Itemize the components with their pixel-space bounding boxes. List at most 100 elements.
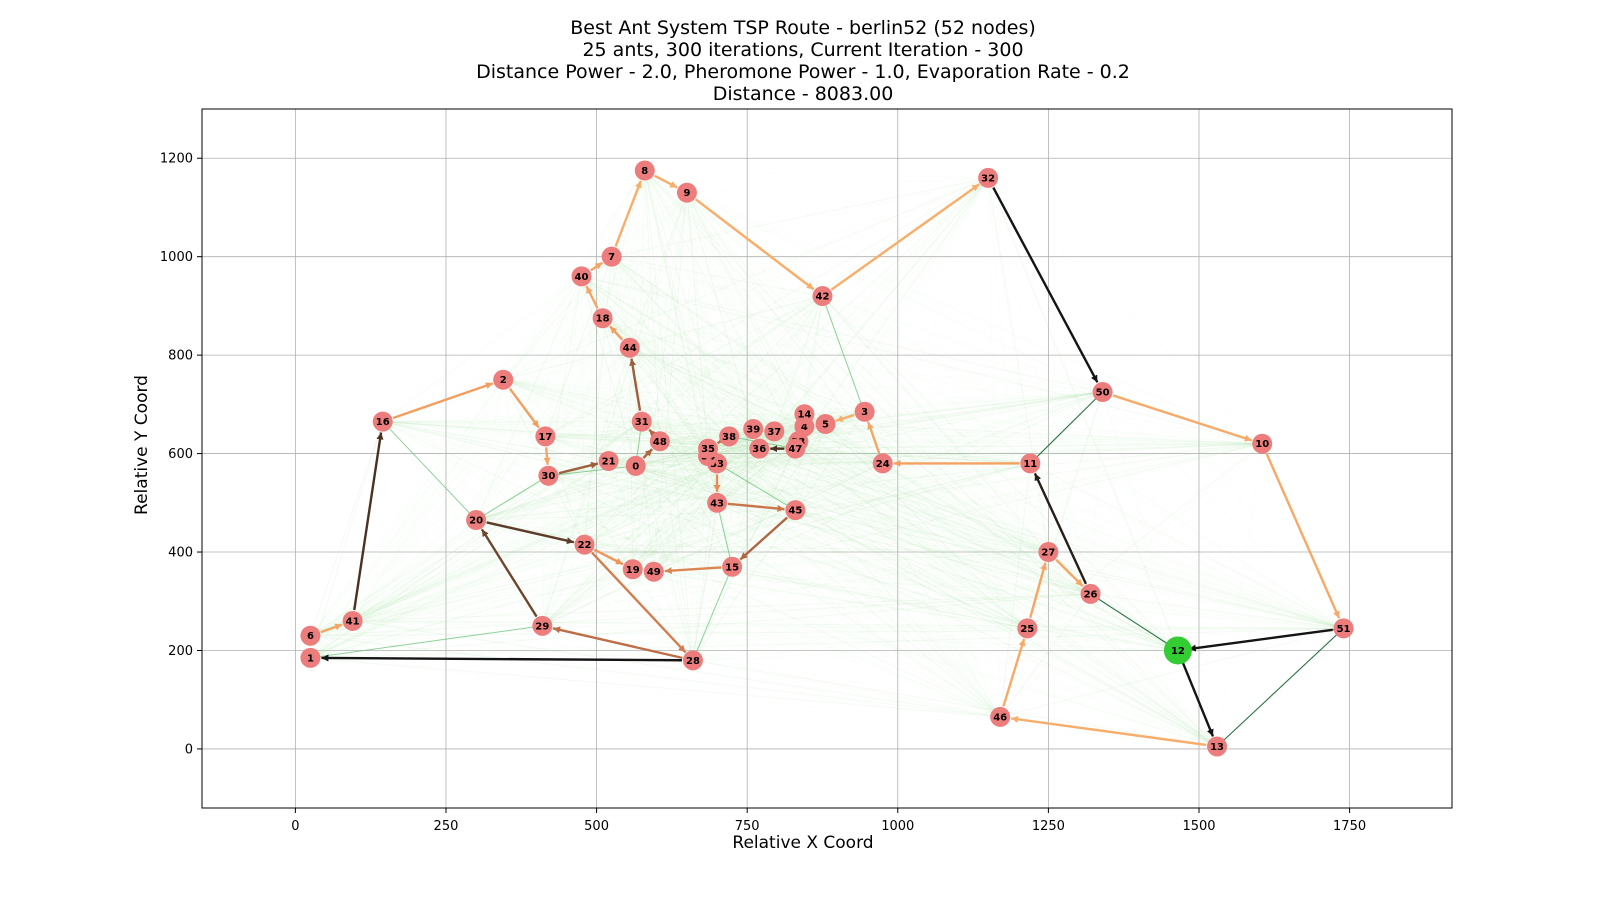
- pheromone-edge: [476, 519, 1091, 595]
- pheromone-edge: [547, 256, 613, 476]
- pheromone-edge: [548, 177, 989, 477]
- pheromone-edge: [581, 276, 634, 570]
- pheromone-edge: [635, 465, 1179, 651]
- pheromone-edge: [794, 423, 826, 511]
- pheromone-edge: [581, 275, 826, 425]
- pheromone-edge: [1026, 391, 1104, 629]
- pheromone-edge: [581, 276, 730, 437]
- pheromone-edge: [1047, 391, 1104, 553]
- route-edge-16-2: [392, 382, 494, 420]
- route-edge-8-9: [653, 174, 678, 189]
- pheromone-edge: [611, 256, 865, 413]
- pheromone-edge: [804, 413, 1031, 464]
- pheromone-edge: [1102, 391, 1218, 747]
- pheromone-edge: [692, 627, 1344, 661]
- pheromone-edge: [611, 256, 754, 430]
- pheromone-edge: [1090, 392, 1104, 594]
- y-tick-label-0: 0: [185, 742, 193, 757]
- pheromone-edge: [707, 448, 1344, 629]
- pheromone-edge: [352, 423, 826, 622]
- pheromone-edge: [548, 475, 718, 504]
- pheromone-edge: [608, 460, 1001, 718]
- pheromone-edge: [882, 463, 1028, 629]
- node-marker: [634, 160, 655, 181]
- pheromone-edge: [732, 566, 1178, 651]
- node-label: 36: [752, 444, 766, 455]
- pheromone-edge: [542, 455, 709, 627]
- pheromone-edge: [798, 440, 883, 464]
- pheromone-edge: [632, 465, 637, 570]
- pheromone-edge: [644, 170, 866, 413]
- pheromone-edge: [542, 625, 1028, 629]
- pheromone-edge: [608, 460, 655, 572]
- pheromone-edge: [759, 448, 1091, 595]
- pheromone-edge: [752, 428, 1091, 595]
- pheromone-edge: [1090, 443, 1263, 595]
- pheromone-edge: [310, 440, 661, 637]
- pheromone-edge: [310, 192, 688, 637]
- pheromone-edge: [987, 177, 1049, 553]
- pheromone-edge: [382, 421, 1028, 629]
- pheromone-edge: [476, 509, 796, 521]
- pheromone-edge: [1026, 463, 1031, 629]
- node-marker: [493, 369, 514, 390]
- node-marker: [812, 286, 833, 307]
- pheromone-edge: [707, 455, 1049, 553]
- pheromone-edge: [310, 571, 654, 637]
- node-label: 27: [1041, 548, 1055, 559]
- pheromone-edge: [611, 256, 1091, 595]
- pheromone-edge: [1030, 443, 1263, 464]
- pheromone-edge: [795, 462, 883, 511]
- pheromone-edge: [632, 391, 1103, 570]
- pheromone-edge: [804, 177, 989, 415]
- pheromone-edge: [804, 413, 1028, 629]
- pheromone-edge: [548, 462, 1031, 477]
- pheromone-edge: [707, 448, 1091, 595]
- pheromone-edge: [584, 460, 610, 545]
- node-24: 24: [872, 453, 893, 474]
- pheromone-edge: [382, 421, 760, 450]
- pheromone-edge: [728, 436, 796, 511]
- pheromone-edge: [382, 421, 1344, 629]
- pheromone-edge: [545, 347, 631, 437]
- pheromone-edge: [822, 295, 1103, 393]
- pheromone-edge: [794, 411, 866, 511]
- pheromone-edge: [602, 317, 1091, 595]
- node-label: 42: [816, 292, 830, 303]
- node-3: 3: [854, 401, 875, 422]
- pheromone-edge: [310, 440, 661, 659]
- route-edge-42-32: [830, 183, 980, 291]
- pheromone-edge: [659, 440, 1179, 651]
- node-marker: [1038, 542, 1059, 563]
- pheromone-edge: [731, 441, 799, 568]
- plot-frame: [201, 108, 1453, 809]
- pheromone-edge: [692, 463, 884, 661]
- node-label: 46: [993, 712, 1007, 723]
- pheromone-edge: [629, 347, 754, 430]
- pheromone-edge: [382, 421, 1179, 651]
- pheromone-edge: [632, 568, 1218, 747]
- pheromone-edge: [382, 411, 865, 423]
- pheromone-edge: [310, 295, 823, 659]
- node-marker: [990, 706, 1011, 727]
- node-marker: [682, 650, 703, 671]
- pheromone-edge: [692, 443, 1263, 661]
- node-marker: [571, 266, 592, 287]
- pheromone-edge: [502, 192, 688, 381]
- pheromone-edge: [629, 347, 718, 504]
- node-marker: [372, 411, 393, 432]
- pheromone-edge: [692, 593, 1091, 661]
- node-20: 20: [466, 510, 487, 531]
- node-label: 25: [1020, 624, 1034, 635]
- pheromone-edge: [822, 295, 1218, 747]
- pheromone-edge: [653, 443, 1263, 573]
- pheromone-edge: [641, 421, 754, 430]
- route-edge-30-21: [558, 461, 599, 475]
- pheromone-edge: [502, 276, 582, 381]
- pheromone-edge: [608, 295, 823, 462]
- pheromone-edge: [310, 391, 1103, 659]
- node-label: 35: [701, 444, 715, 455]
- route-edges: [320, 174, 1341, 747]
- pheromone-edge: [602, 317, 709, 449]
- pheromone-edge: [692, 295, 823, 661]
